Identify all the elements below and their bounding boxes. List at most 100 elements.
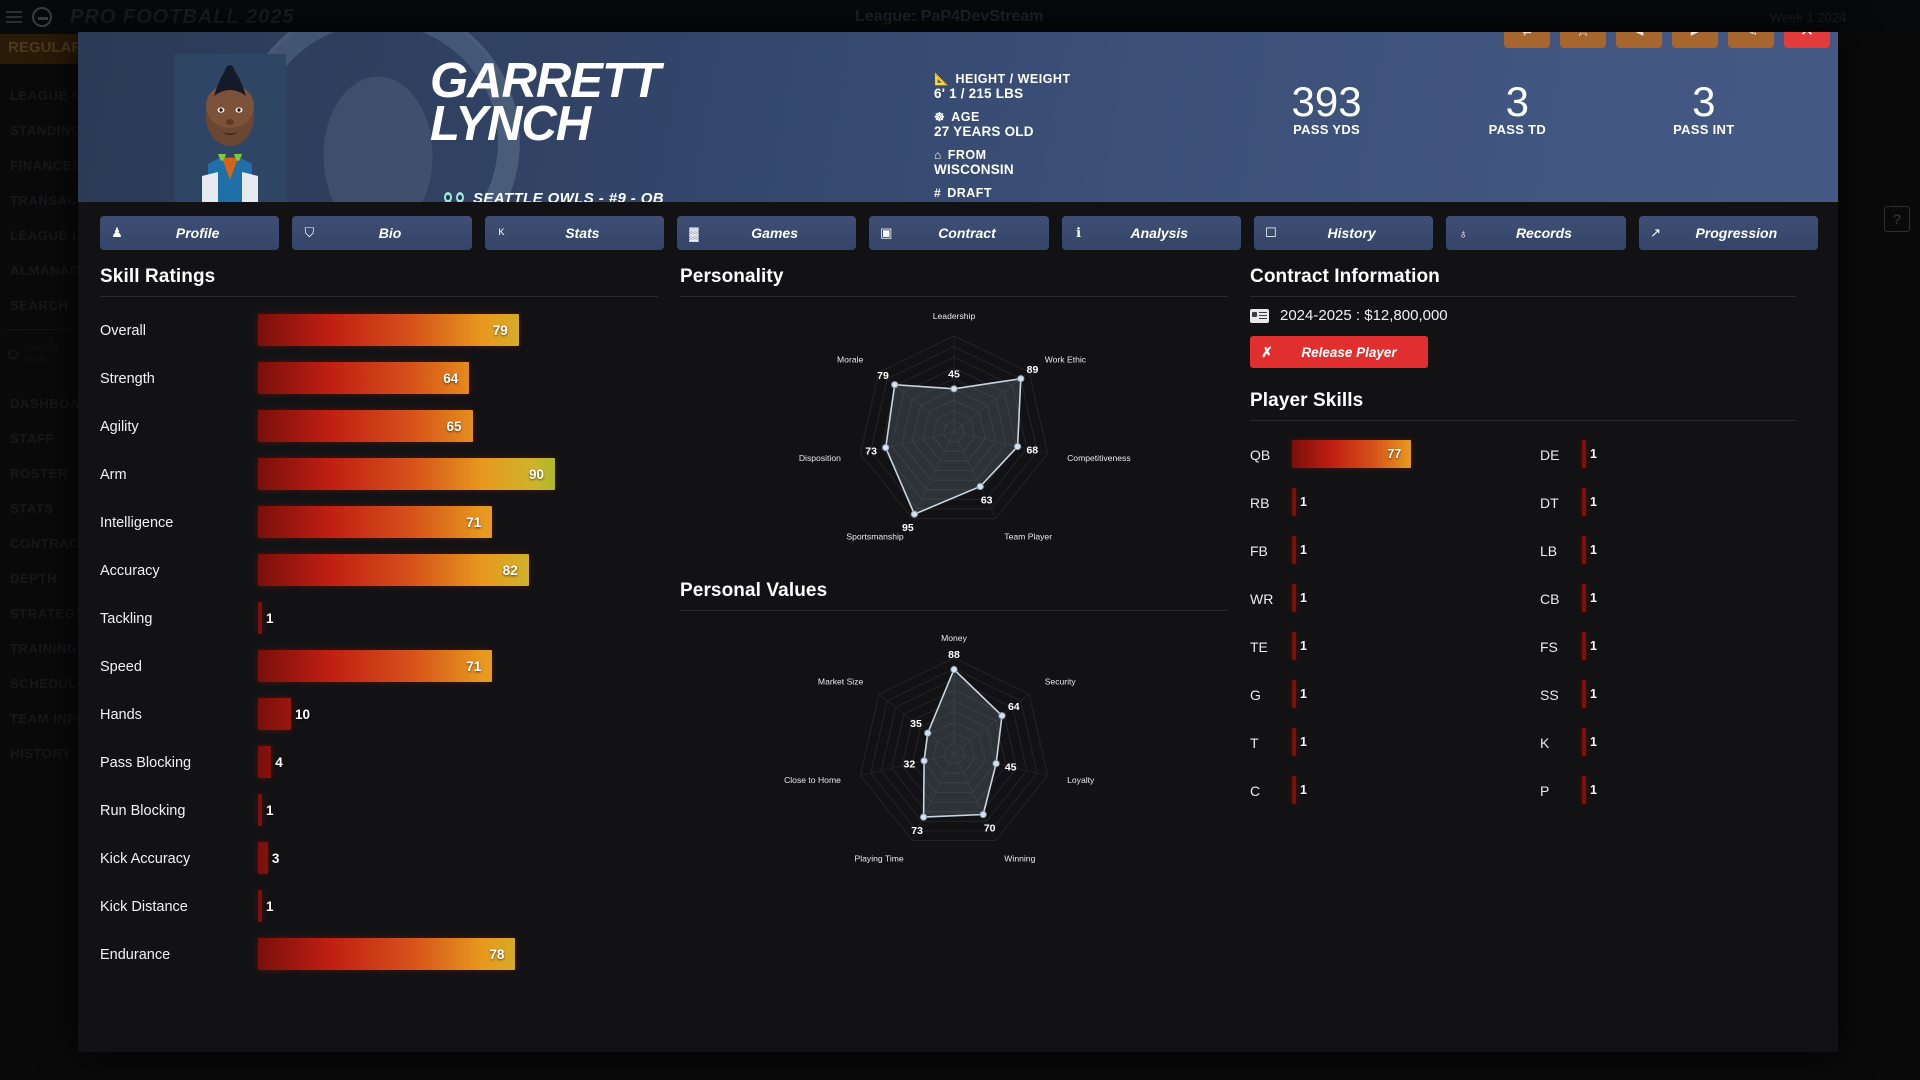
radar-data-point [1014,442,1022,451]
next-button[interactable]: ▸ [1672,32,1718,48]
compare-button[interactable]: ≠ [1504,32,1550,48]
owl-icon [8,349,19,359]
bar-chart-icon: ᴷ [498,225,505,241]
sidebar-item-training[interactable]: TRAINING [10,641,78,656]
radar-grid-ring [870,346,1038,510]
skill-bar [258,938,516,970]
sidebar-item-standings[interactable]: STANDINGS [10,123,91,138]
previous-button[interactable]: ◂ [1616,32,1662,48]
radar-grid-ring [859,657,1049,841]
player-team-text: SEATTLE OWLS - #9 - QB [473,190,665,202]
skill-label: Strength [100,371,155,387]
radar-value-label: 64 [1008,701,1020,713]
sidebar-item-search[interactable]: SEARCH [10,298,69,313]
radar-grid-ring [911,388,997,471]
player-skill-position-label: SS [1540,687,1559,703]
sidebar-item-stats[interactable]: STATS [10,501,54,516]
hamburger-icon[interactable] [6,8,22,26]
sidebar-team-header[interactable]: Seattle Owls [0,336,75,372]
stat-label: PASS INT [1673,122,1735,138]
sidebar-item-staff[interactable]: STAFF [10,431,54,446]
player-skill-bar-area: 1 [1292,584,1506,614]
radar-grid-ring [891,689,1017,813]
radar-axis-label: Market Size [818,677,864,687]
sidebar-item-roster[interactable]: ROSTER [10,466,68,481]
personal-values-title: Personal Values [680,580,828,601]
player-skill-position-label: FS [1540,639,1558,655]
info-from: ⌂ FROM WISCONSIN [934,148,1071,177]
radar-axis-label: Loyalty [1067,775,1095,785]
skill-bar-area: 90 [258,458,658,492]
divider [100,296,658,297]
player-skill-position-label: TE [1250,639,1268,655]
sidebar-item-schedule[interactable]: SCHEDULE [10,676,87,691]
sidebar-item-league-leaders[interactable]: LEAGUE LEADERS [10,228,139,243]
player-skill-bar-area: 1 [1582,488,1796,518]
tab-progression[interactable]: ↗ Progression [1638,216,1818,250]
sidebar-item-transactions[interactable]: TRANSACTIONS [10,193,121,208]
tab-analysis[interactable]: ℹ Analysis [1061,216,1241,250]
tab-stats[interactable]: ᴷ Stats [484,216,664,250]
sidebar-item-history[interactable]: HISTORY [10,746,72,761]
player-skill-bar [1292,632,1296,660]
radar-axis-label: Disposition [799,453,841,463]
player-skill-bar [1292,440,1412,468]
tab-label: History [1327,225,1376,241]
skill-value: 1 [266,803,274,818]
radar-data-point [891,381,899,389]
radar-axis-label: Team Player [1004,532,1052,542]
question-mark-icon[interactable]: ? [1884,206,1910,232]
player-skill-bar-area: 77 [1292,440,1506,470]
skill-bar [258,554,529,586]
skill-bar [258,794,262,826]
stat-pass-td: 3 PASS TD [1489,79,1546,137]
skill-row: Intelligence 71 [100,499,658,547]
skill-bar [258,842,268,874]
skill-label: Accuracy [100,563,160,579]
sidebar-item-almanac[interactable]: ALMANAC [10,263,80,278]
skill-value: 10 [295,707,311,722]
skill-bar-area: 64 [258,362,658,396]
close-button[interactable]: ✕ [1784,32,1830,48]
edit-button[interactable]: ✎ [1728,32,1774,48]
player-skill-bar-area: 1 [1582,728,1796,758]
divider [1250,296,1796,297]
sidebar-item-league-menu[interactable]: LEAGUE MENU [10,88,113,103]
player-skills-offense-column: QB 77 RB 1 FB 1 WR 1 TE 1 G 1 T 1 C 1 [1250,431,1506,815]
radar-data-point [920,757,928,765]
sidebar-item-contracts[interactable]: CONTRACTS [10,536,98,551]
tab-bio[interactable]: ⛉ Bio [292,216,472,250]
sidebar-item-dashboard[interactable]: DASHBOARD [10,396,100,411]
radar-axis-line [953,693,1030,755]
sidebar-item-strategy[interactable]: STRATEGY [10,606,85,621]
player-skill-bar [1292,584,1296,612]
radar-grid-ring [932,732,976,774]
medal-icon: ♁ [1458,225,1469,241]
tab-history[interactable]: ☐ History [1253,216,1434,250]
skill-row: Endurance 78 [100,931,658,979]
sidebar-item-finances[interactable]: FINANCES [10,158,82,173]
tab-records[interactable]: ♁ Records [1446,216,1626,250]
player-skill-value: 1 [1590,735,1597,749]
sidebar-item-depth[interactable]: DEPTH [10,571,58,586]
stat-label: PASS YDS [1293,122,1361,138]
release-player-button[interactable]: ✗ Release Player [1250,336,1428,368]
game-logo-icon [32,7,52,27]
player-skill-bar [1292,536,1296,564]
tab-profile[interactable]: ♟ Profile [100,216,280,250]
tab-games[interactable]: ▓ Games [676,216,857,250]
radar-value-label: 89 [1027,364,1039,376]
player-skill-value: 77 [1387,447,1402,461]
radar-value-label: 32 [904,759,916,771]
radar-axis-label: Winning [1004,854,1035,864]
radar-axis-label: Close to Home [784,775,841,785]
sidebar-item-team-info[interactable]: TEAM INFO [10,711,87,726]
tab-contract[interactable]: ▣ Contract [869,216,1049,250]
skill-bar [258,458,555,490]
radar-axis-label: Leadership [933,311,976,321]
skill-value: 3 [271,851,280,866]
skill-row: Run Blocking 1 [100,787,658,835]
favorite-button[interactable]: ☆ [1560,32,1606,48]
radar-value-label: 45 [948,368,960,380]
